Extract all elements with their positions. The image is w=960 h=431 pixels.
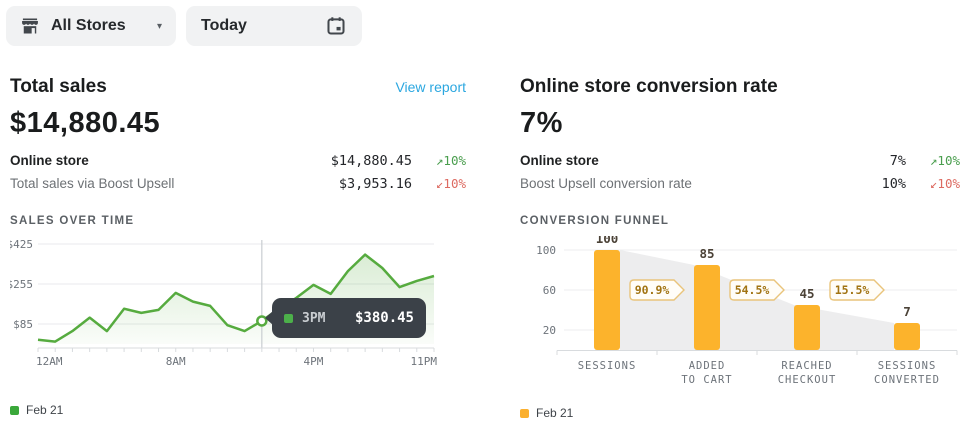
tooltip-series-swatch (284, 313, 293, 323)
svg-text:45: 45 (799, 286, 814, 301)
svg-text:20: 20 (543, 324, 556, 337)
svg-text:12AM: 12AM (36, 355, 63, 368)
sales-chart-section-title: SALES OVER TIME (10, 215, 135, 227)
svg-text:REACHED: REACHED (781, 360, 832, 372)
trend-down-icon: ↙ (435, 176, 444, 191)
conversion-panel: Online store conversion rate 7% Online s… (520, 76, 960, 420)
svg-text:100: 100 (596, 236, 619, 246)
svg-text:100: 100 (536, 244, 556, 257)
svg-text:54.5%: 54.5% (735, 283, 770, 297)
metric-delta: ↙10% (929, 176, 960, 191)
conversion-metric-rows: Online store 7% ↗10% Boost Upsell conver… (520, 153, 960, 192)
chevron-down-icon: ▾ (156, 20, 162, 32)
conversion-funnel-chart[interactable]: 100 60 20 100 85 45 7 90.9% 54.5% 15.5% SESSIONS AD… (520, 231, 960, 393)
legend-label: Feb 21 (536, 406, 574, 420)
store-filter-button[interactable]: All Stores ▾ (6, 6, 176, 46)
metric-row: Online store $14,880.45 ↗10% (10, 153, 466, 169)
view-report-link[interactable]: View report (395, 79, 466, 95)
sales-chart[interactable]: $425 $255 $85 12AM 8AM 4PM 11PM 3PM $380.45 (7, 236, 466, 376)
metric-value: $3,953.16 (338, 176, 412, 192)
sales-panel-title: Total sales (10, 76, 107, 97)
svg-text:60: 60 (543, 284, 556, 297)
conversion-rate-value: 7% (520, 107, 563, 139)
store-filter-label: All Stores (51, 17, 126, 34)
sales-panel: Total sales View report $14,880.45 Onlin… (7, 76, 467, 417)
funnel-section-title: CONVERSION FUNNEL (520, 215, 670, 227)
metric-row: Online store 7% ↗10% (520, 153, 960, 169)
metric-delta: ↗10% (435, 153, 466, 168)
svg-text:TO CART: TO CART (681, 374, 732, 386)
metric-value: 7% (889, 153, 906, 169)
total-sales-value: $14,880.45 (10, 107, 161, 139)
tooltip-time: 3PM (302, 310, 326, 326)
svg-text:11PM: 11PM (411, 355, 438, 368)
legend-swatch-green (10, 405, 19, 415)
svg-text:SESSIONS: SESSIONS (878, 360, 937, 372)
conversion-panel-title: Online store conversion rate (520, 76, 778, 97)
funnel-legend: Feb 21 (520, 406, 960, 420)
trend-up-icon: ↗ (929, 153, 938, 168)
svg-text:$255: $255 (10, 278, 33, 291)
svg-text:CHECKOUT: CHECKOUT (778, 374, 837, 386)
svg-text:8AM: 8AM (166, 355, 186, 368)
metric-label: Online store (10, 153, 89, 168)
metric-label: Online store (520, 153, 599, 168)
sales-legend: Feb 21 (10, 403, 466, 417)
svg-text:SESSIONS: SESSIONS (578, 360, 637, 372)
metric-value: $14,880.45 (330, 153, 412, 169)
calendar-icon (325, 15, 347, 37)
sales-metric-rows: Online store $14,880.45 ↗10% Total sales… (10, 153, 466, 192)
trend-up-icon: ↗ (435, 153, 444, 168)
storefront-icon (20, 16, 40, 36)
metric-delta: ↙10% (435, 176, 466, 191)
legend-label: Feb 21 (26, 403, 64, 417)
svg-text:ADDED: ADDED (689, 360, 726, 372)
legend-swatch-orange (520, 408, 529, 418)
metric-delta: ↗10% (929, 153, 960, 168)
tooltip-value: $380.45 (354, 310, 414, 326)
svg-text:4PM: 4PM (304, 355, 324, 368)
metric-value: 10% (881, 176, 906, 192)
metric-label: Total sales via Boost Upsell (10, 176, 175, 191)
svg-text:$425: $425 (10, 238, 33, 251)
conversion-panel-header: Online store conversion rate (520, 76, 960, 98)
sales-chart-tooltip: 3PM $380.45 (265, 298, 426, 338)
trend-down-icon: ↙ (929, 176, 938, 191)
svg-text:$85: $85 (13, 318, 33, 331)
sales-panel-header: Total sales View report (10, 76, 466, 98)
metric-row: Total sales via Boost Upsell $3,953.16 ↙… (10, 176, 466, 192)
date-filter-label: Today (201, 17, 247, 34)
metric-label: Boost Upsell conversion rate (520, 176, 692, 191)
metric-row: Boost Upsell conversion rate 10% ↙10% (520, 176, 960, 192)
svg-text:CONVERTED: CONVERTED (874, 374, 940, 386)
svg-text:15.5%: 15.5% (835, 283, 870, 297)
date-filter-button[interactable]: Today (186, 6, 362, 46)
svg-text:7: 7 (903, 304, 911, 319)
svg-text:90.9%: 90.9% (635, 283, 670, 297)
funnel-bar-chart-svg: 100 60 20 100 85 45 7 90.9% 54.5% 15.5% SESSIONS AD… (536, 231, 958, 386)
svg-text:85: 85 (699, 246, 714, 261)
